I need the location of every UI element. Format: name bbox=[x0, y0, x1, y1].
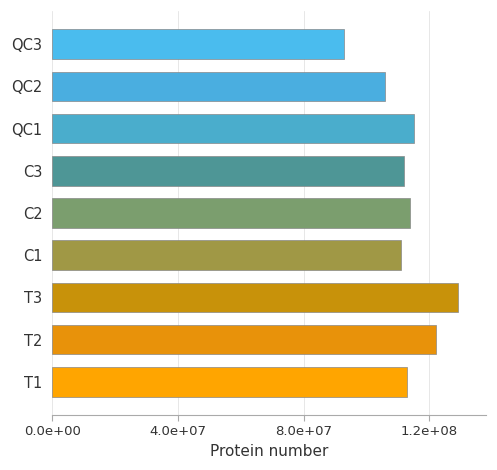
Bar bbox=[52, 198, 411, 228]
Bar bbox=[52, 325, 435, 354]
Bar bbox=[52, 71, 385, 101]
Bar bbox=[52, 30, 344, 59]
X-axis label: Protein number: Protein number bbox=[210, 444, 328, 459]
Bar bbox=[52, 367, 408, 397]
Bar bbox=[52, 156, 404, 186]
Bar bbox=[52, 241, 401, 270]
Bar bbox=[52, 282, 458, 312]
Bar bbox=[52, 114, 414, 143]
